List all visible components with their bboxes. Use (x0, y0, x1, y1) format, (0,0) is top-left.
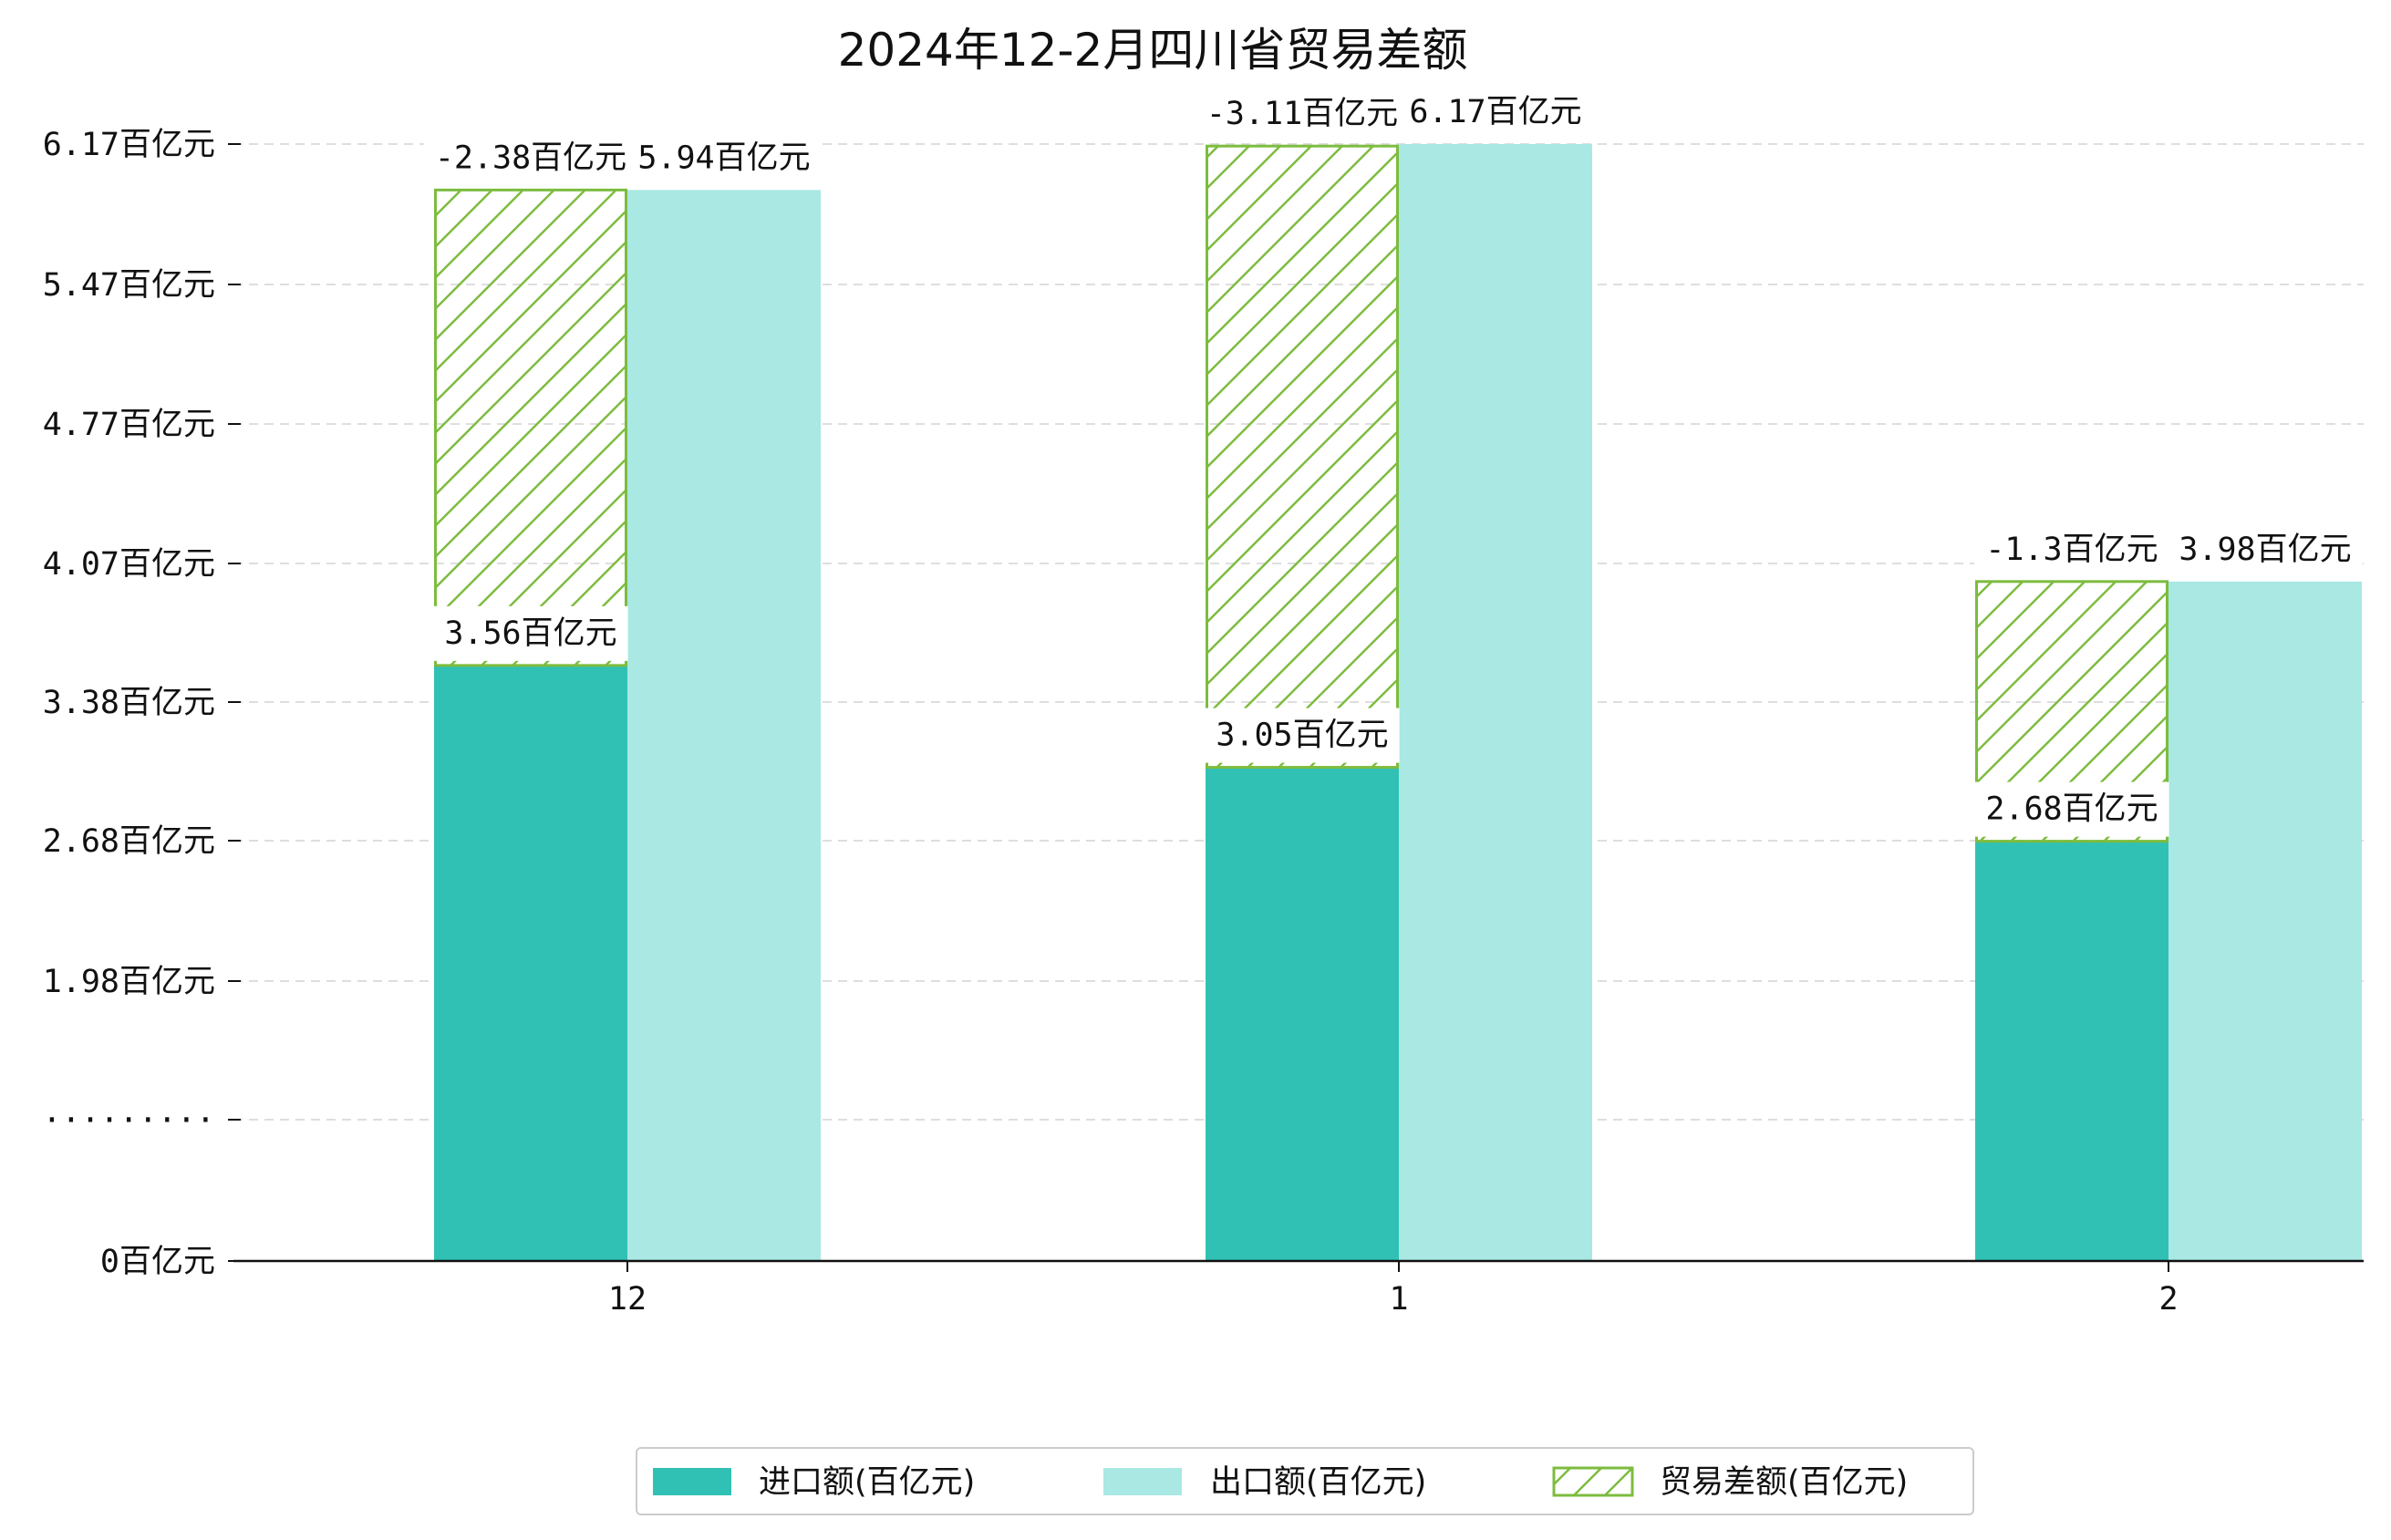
balance-value-label: -3.11百亿元 (1195, 87, 1410, 142)
export-value-label: 3.98百亿元 (2168, 522, 2363, 577)
export-value-label-box (1398, 85, 1593, 140)
y-tick-label: 1.98百亿元 (43, 964, 215, 1000)
balance-value-label-text: -2.38百亿元 (435, 140, 626, 176)
balance-value-label-box (1974, 522, 2169, 577)
y-tick-label: 5.47百亿元 (43, 267, 215, 304)
import-value-label: 3.05百亿元 (1205, 708, 1400, 763)
export-bar (1399, 144, 1592, 1261)
legend-frame (636, 1447, 1974, 1515)
legend-import-label: 进口额(百亿元) (759, 1464, 975, 1501)
import-bar (1206, 767, 1399, 1261)
import-value-label-text: 3.56百亿元 (444, 615, 616, 652)
y-tick-label: 3.38百亿元 (43, 685, 215, 721)
export-bar (627, 190, 821, 1262)
x-tick-label: 1 (1389, 1281, 1408, 1318)
export-value-label-text: 6.17百亿元 (1409, 94, 1581, 130)
import-value-label: 3.56百亿元 (433, 605, 628, 661)
axes: 0百亿元 ········· 1.98百亿元 2.68百亿元 3.38百亿元 4.07百亿… (42, 127, 2364, 1318)
y-tick-label: ········· (42, 1102, 215, 1139)
balance-value-label-box (1195, 87, 1410, 142)
y-tick-label: 4.77百亿元 (43, 407, 215, 443)
balance-value-label: -2.38百亿元 (423, 130, 638, 186)
export-value-label: 5.94百亿元 (626, 130, 822, 186)
y-tick-label: 4.07百亿元 (43, 546, 215, 583)
import-value-label: 2.68百亿元 (1974, 781, 2169, 837)
export-value-label-text: 5.94百亿元 (637, 140, 810, 176)
balance-value-label-box (423, 130, 638, 186)
y-tick-label: 2.68百亿元 (43, 823, 215, 860)
import-value-label-text: 3.05百亿元 (1216, 718, 1388, 754)
x-tick-label: 2 (2158, 1281, 2178, 1318)
balance-bar (434, 188, 627, 667)
balance-value-label-text: -3.11百亿元 (1206, 96, 1398, 132)
export-value-label-box (626, 130, 822, 186)
legend-export-swatch (1103, 1468, 1182, 1495)
export-value-label-text: 3.98百亿元 (2179, 532, 2351, 568)
legend-balance-label: 贸易差额(百亿元) (1660, 1464, 1908, 1501)
import-value-label-text: 2.68百亿元 (1985, 791, 2158, 828)
y-tick-label: 6.17百亿元 (43, 127, 215, 163)
balance-value-label-text: -1.3百亿元 (1985, 532, 2158, 568)
import-bar (434, 665, 627, 1261)
legend-export-label: 出口额(百亿元) (1210, 1464, 1426, 1501)
balance-value-label: -1.3百亿元 (1974, 522, 2169, 577)
legend-import-swatch (653, 1468, 731, 1495)
x-tick-label: 12 (608, 1281, 647, 1318)
import-value-label-box (1974, 781, 2169, 837)
export-bar (2168, 581, 2362, 1261)
data-labels: 3.56百亿元 -2.38百亿元 5.94百亿元 3.05百亿元 -3.11百亿元 6.1… (423, 85, 2363, 837)
bars (434, 144, 2362, 1262)
import-value-label-box (1205, 708, 1400, 763)
chart-title: 2024年12-2月四川省贸易差额 (838, 24, 1468, 77)
export-value-label-box (2168, 522, 2363, 577)
import-bar (1975, 841, 2168, 1261)
y-tick-label: 0百亿元 (100, 1244, 215, 1280)
import-value-label-box (433, 605, 628, 661)
balance-bar (1206, 144, 1399, 770)
export-value-label: 6.17百亿元 (1398, 85, 1593, 140)
legend-balance-swatch (1552, 1466, 1634, 1497)
legend: 进口额(百亿元) 出口额(百亿元) 贸易差额(百亿元) (636, 1447, 1974, 1515)
